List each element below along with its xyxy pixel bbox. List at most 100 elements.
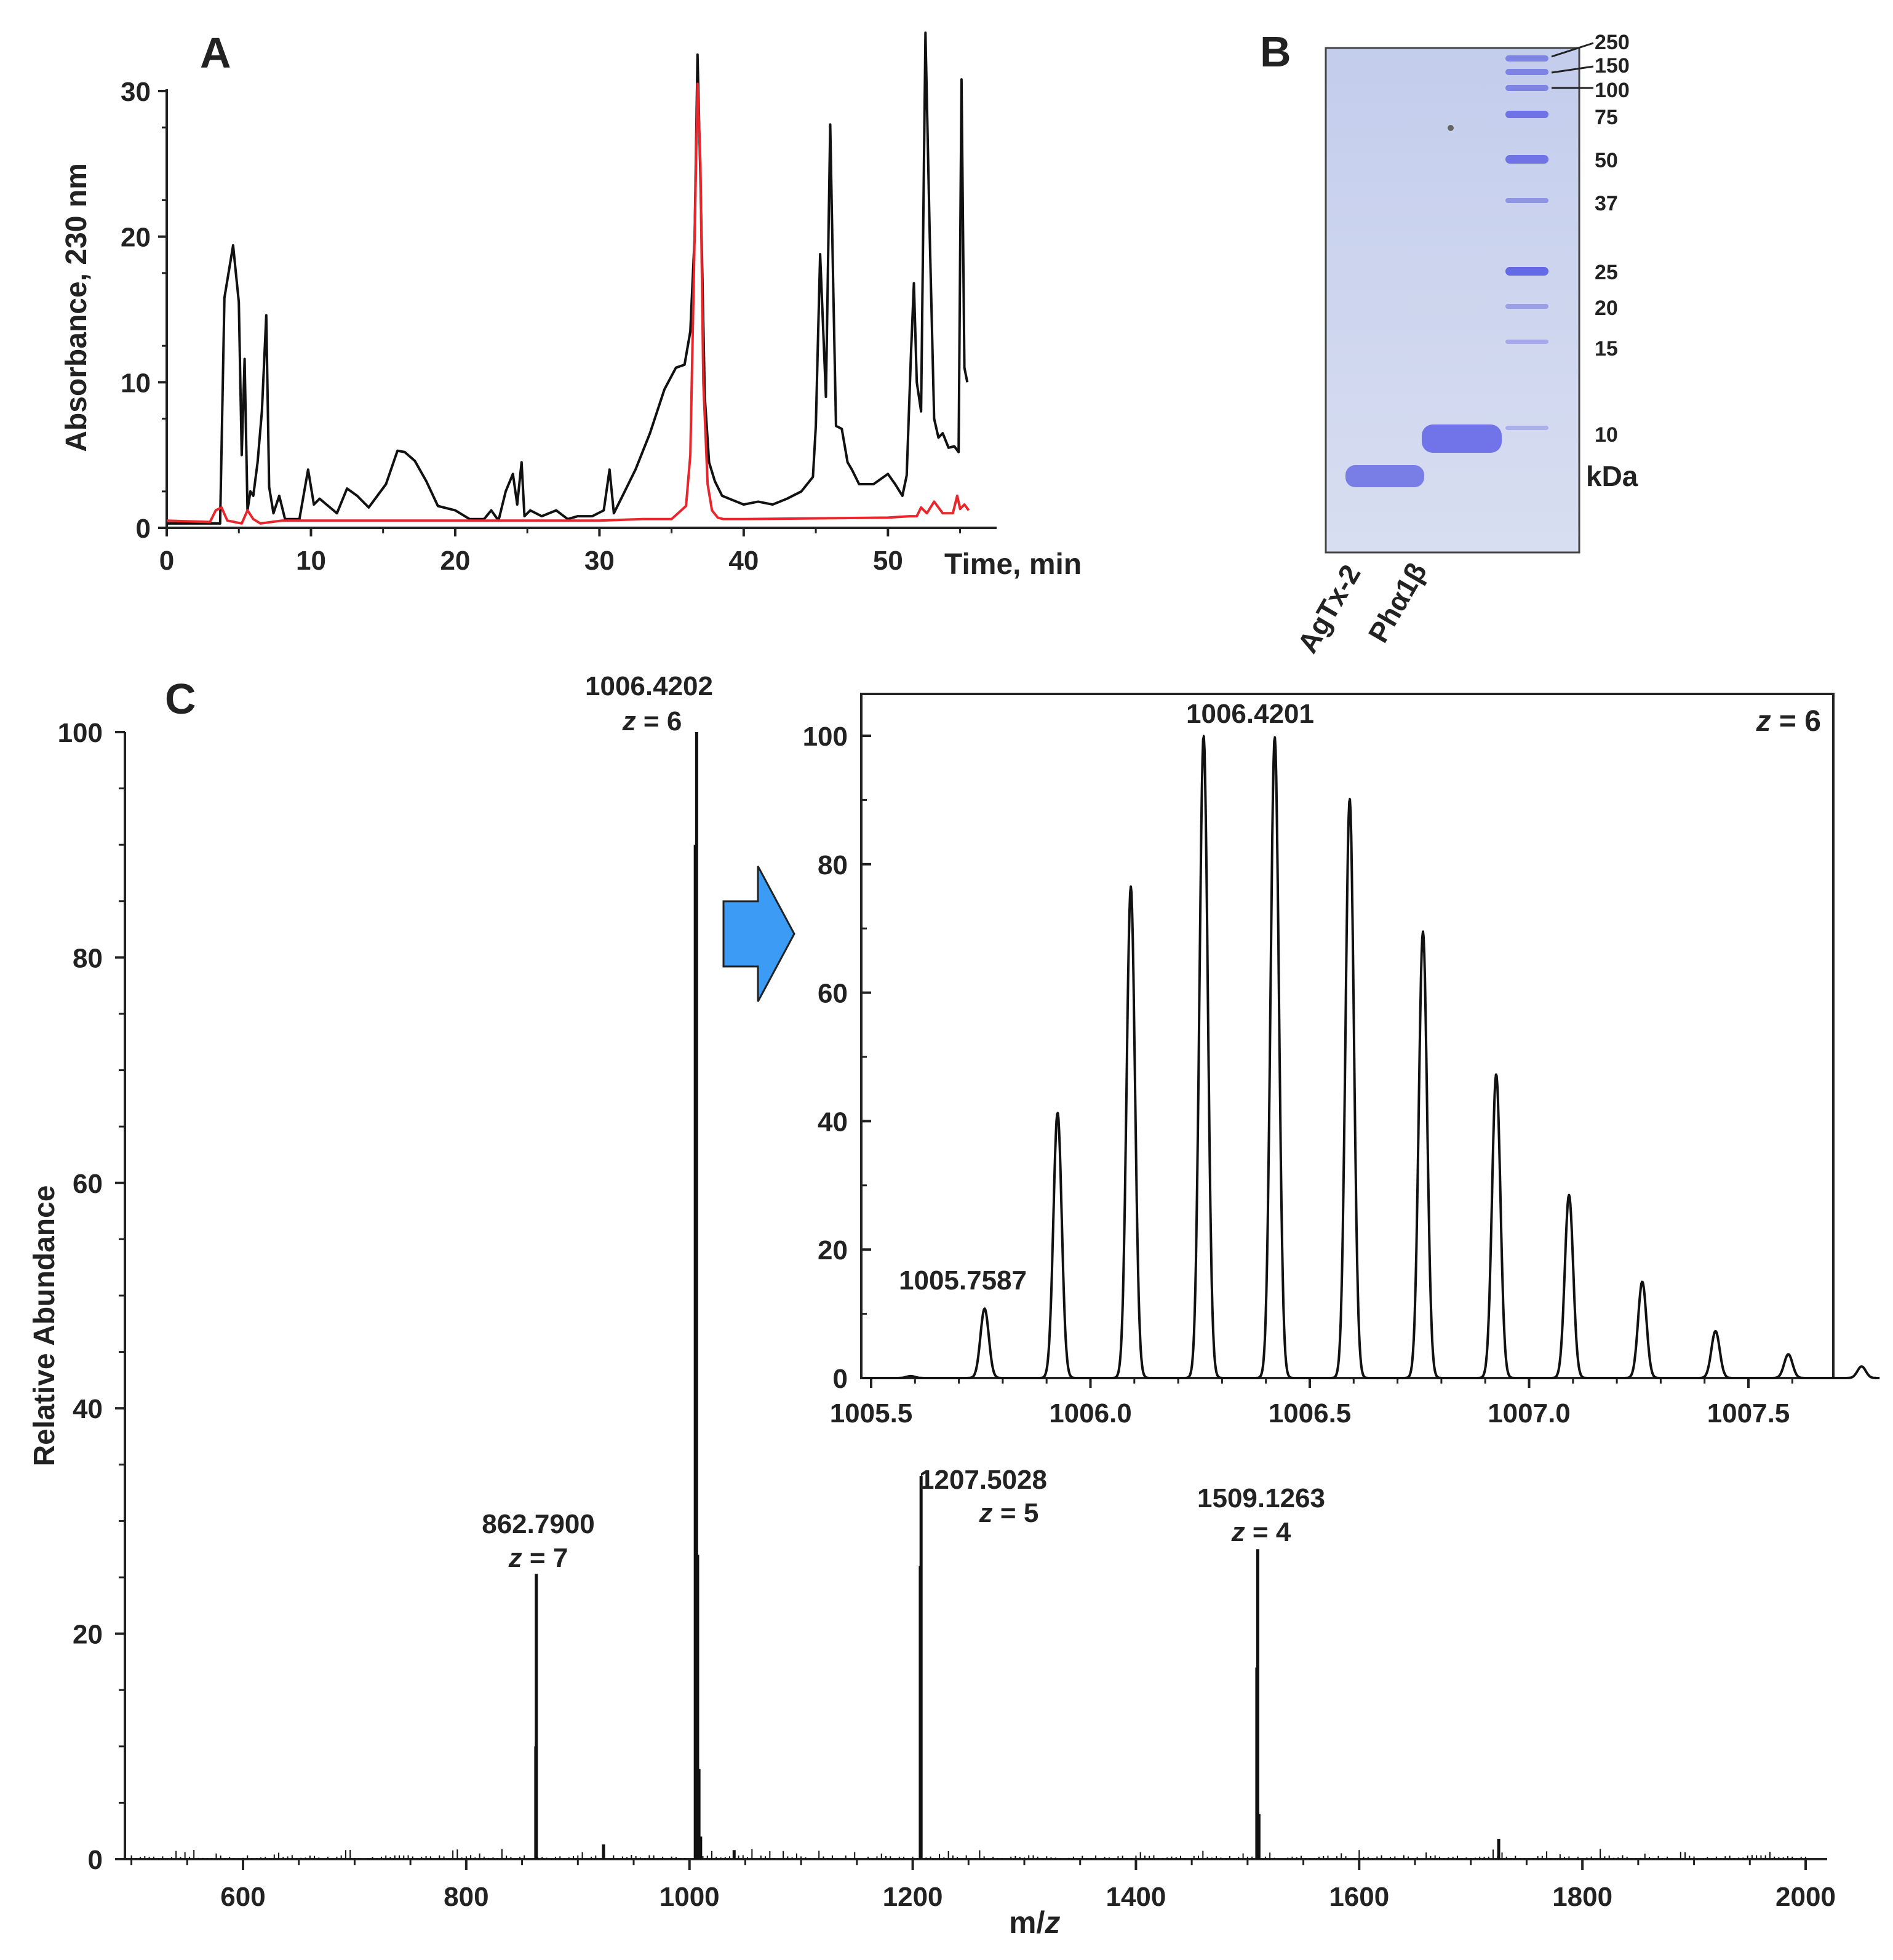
peak-annotation-z-862: z = 7	[508, 1543, 568, 1573]
c-xtick-label-1000: 1000	[660, 1882, 720, 1912]
a-xtick-label-20: 20	[440, 546, 470, 576]
c-xtick-label-800: 800	[444, 1882, 488, 1912]
i-xtick-label-1006.0: 1006.0	[1049, 1398, 1132, 1428]
inset-peak	[1787, 1353, 1790, 1355]
ladder-band-100	[1505, 85, 1548, 91]
inset-peak	[1349, 797, 1351, 800]
i-ytick-label-20: 20	[818, 1235, 848, 1265]
panel-c-peaks	[534, 732, 1500, 1859]
a-xtick-label-0: 0	[159, 546, 174, 576]
i-xtick-label-1007.0: 1007.0	[1488, 1398, 1571, 1428]
a-xtick-label-30: 30	[584, 546, 615, 576]
c-xtick-label-1400: 1400	[1106, 1882, 1166, 1912]
marker-label-150: 150	[1595, 54, 1630, 78]
c-ytick-label-0: 0	[88, 1845, 103, 1875]
panel-a-chromatogram: A 0 10 20 30 0 10 20 30 40 50 Time, min Absorban…	[60, 29, 1082, 581]
c-ytick-label-40: 40	[73, 1394, 103, 1424]
inset-peak	[1130, 885, 1132, 888]
inset-peak	[1568, 1193, 1570, 1196]
panel-c-x-axis-label: m/z	[1009, 1905, 1060, 1940]
a-xtick-label-50: 50	[873, 546, 903, 576]
c-ytick-label-20: 20	[73, 1620, 103, 1650]
peak-annotation-mz-1509: 1509.1263	[1197, 1483, 1325, 1513]
panel-c-noise-baseline	[130, 1849, 1806, 1859]
inset-x-ticks: 1005.5 1006.0 1006.5 1007.0 1007.5	[830, 1378, 1793, 1428]
peak-annotation-z-1207: z = 5	[979, 1498, 1039, 1528]
c-xtick-label-2000: 2000	[1775, 1882, 1836, 1912]
inset-peak	[1273, 736, 1276, 738]
inset-peak	[1422, 930, 1424, 933]
marker-label-100: 100	[1595, 79, 1630, 102]
inset-peaks	[909, 735, 1863, 1377]
marker-label-37: 37	[1595, 192, 1618, 215]
inset-peak	[1202, 735, 1205, 737]
ladder-band-37	[1505, 198, 1548, 203]
panel-c-y-axis-label: Relative Abundance	[28, 1185, 61, 1466]
i-xtick-label-1006.5: 1006.5	[1269, 1398, 1352, 1428]
inset-peak	[1495, 1073, 1497, 1075]
i-ytick-label-60: 60	[818, 979, 848, 1009]
inset-peak	[1860, 1365, 1863, 1368]
c-xtick-label-1200: 1200	[883, 1882, 943, 1912]
inset-peak	[1641, 1280, 1643, 1283]
ladder-band-10	[1505, 426, 1548, 430]
marker-label-25: 25	[1595, 261, 1618, 284]
inset-frame	[860, 693, 1835, 1379]
gel-band-agtx2	[1345, 465, 1424, 487]
a-ytick-label-20: 20	[121, 223, 151, 253]
i-ytick-label-40: 40	[818, 1107, 848, 1137]
panel-a-x-ticks: 0 10 20 30 40 50	[159, 528, 962, 576]
inset-peak	[1056, 1112, 1059, 1114]
a-ytick-label-10: 10	[121, 368, 151, 398]
panel-a-series-black	[167, 31, 969, 525]
inset-y-ticks: 0 20 40 60 80 100	[803, 722, 871, 1394]
ladder-band-50	[1505, 155, 1548, 164]
c-ytick-label-60: 60	[73, 1169, 103, 1199]
marker-label-15: 15	[1595, 337, 1618, 361]
inset-annotation-1005: 1005.7587	[899, 1265, 1027, 1296]
panel-c-label: C	[165, 675, 196, 723]
marker-leader-150	[1551, 65, 1594, 74]
marker-leader-250	[1551, 42, 1594, 58]
marker-label-250: 250	[1595, 31, 1630, 54]
panel-a-series-red	[166, 82, 970, 525]
c-xtick-label-1600: 1600	[1329, 1882, 1389, 1912]
panel-a-y-ticks: 0 10 20 30	[121, 77, 167, 544]
inset-isotope-trace	[861, 735, 1881, 1379]
peak-annotation-z-1006: z = 6	[622, 706, 682, 736]
i-xtick-label-1007.5: 1007.5	[1707, 1398, 1790, 1428]
panel-c-y-ticks: 0 20 40 60 80 100	[58, 718, 125, 1875]
ladder-band-250	[1505, 55, 1548, 62]
panel-a-label: A	[200, 29, 231, 77]
gel-unit-label: kDa	[1586, 460, 1638, 492]
a-xtick-label-40: 40	[728, 546, 759, 576]
panel-b-gel: B 250 150 1	[1260, 28, 1638, 658]
a-ytick-label-0: 0	[136, 514, 151, 544]
ladder-band-75	[1505, 111, 1548, 118]
ladder-band-15	[1505, 340, 1548, 344]
peak-annotation-z-1509: z = 4	[1231, 1517, 1291, 1547]
panel-b-label: B	[1260, 28, 1291, 76]
marker-label-75: 75	[1595, 106, 1618, 129]
inset-charge-label: z = 6	[1756, 705, 1821, 738]
ladder-band-25	[1505, 267, 1548, 276]
gel-speck	[1448, 125, 1454, 131]
ladder-band-20	[1505, 304, 1548, 309]
c-xtick-label-600: 600	[220, 1882, 265, 1912]
inset-peak	[1715, 1330, 1717, 1333]
peak-annotation-mz-1006: 1006.4202	[585, 671, 713, 701]
inset-peak	[909, 1375, 912, 1377]
inset-annotation-1006: 1006.4201	[1186, 699, 1314, 729]
peak-annotation-mz-1207: 1207.5028	[919, 1465, 1047, 1495]
a-xtick-label-10: 10	[296, 546, 326, 576]
ladder-band-150	[1505, 69, 1548, 75]
i-xtick-label-1005.5: 1005.5	[830, 1398, 913, 1428]
i-ytick-label-80: 80	[818, 850, 848, 880]
a-ytick-label-30: 30	[121, 77, 151, 107]
marker-label-50: 50	[1595, 149, 1618, 172]
panel-c-x-ticks: 600 800 1000 1200 1400 1600 1800 2000	[130, 1859, 1836, 1912]
marker-label-20: 20	[1595, 297, 1618, 320]
